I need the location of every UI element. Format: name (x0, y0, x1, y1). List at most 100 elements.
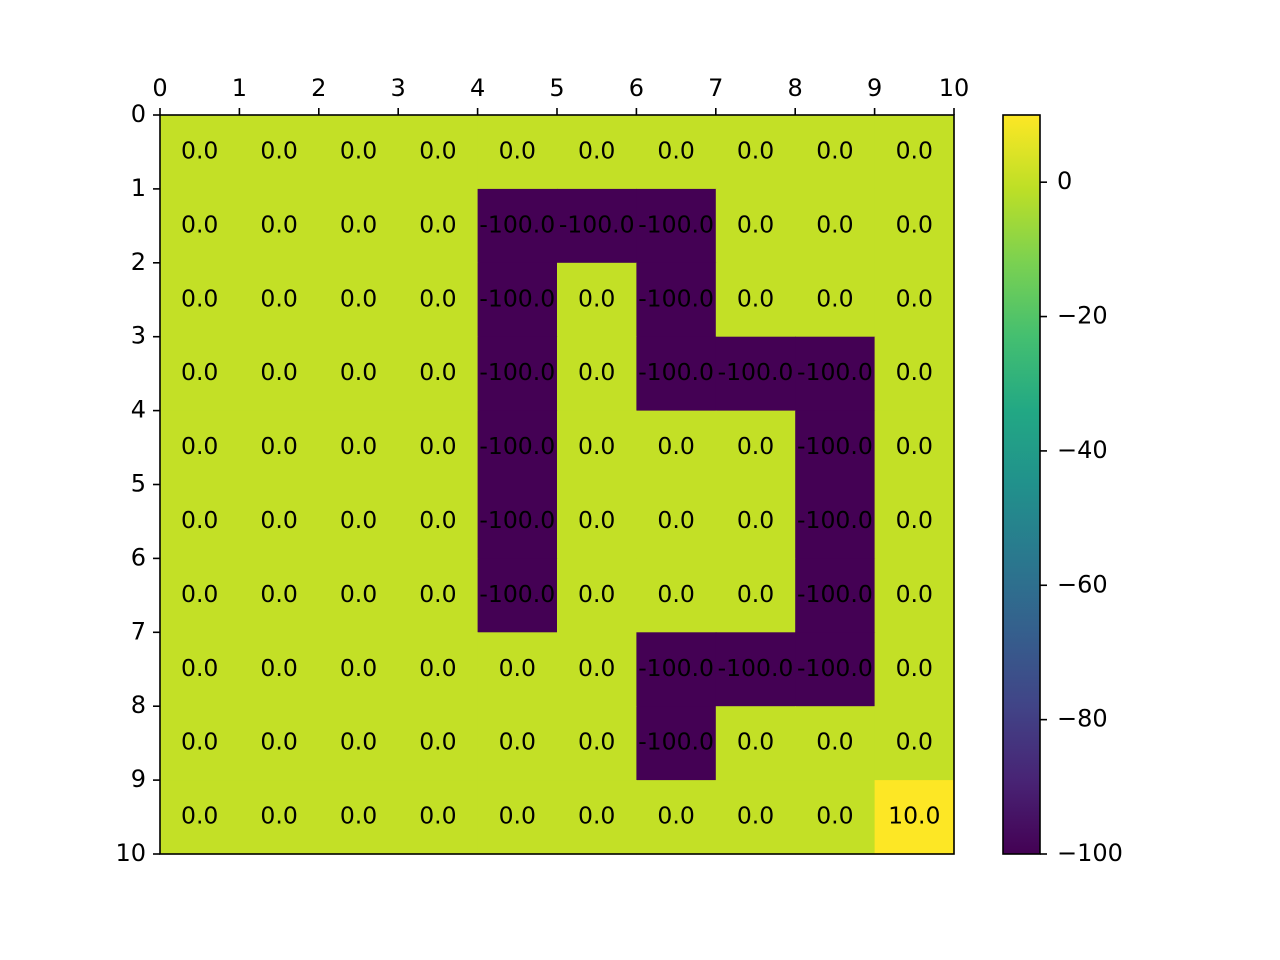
y-tick-label: 6 (131, 543, 146, 571)
heatmap-cell (239, 632, 320, 707)
cell-value-label: 0.0 (260, 580, 297, 608)
cell-value-label: 0.0 (340, 432, 377, 460)
cell-value-label: 0.0 (578, 432, 615, 460)
cell-value-label: 0.0 (181, 654, 218, 682)
heatmap-cell (477, 115, 558, 190)
heatmap-cell (398, 410, 479, 486)
heatmap-cell (715, 410, 796, 486)
heatmap-cell (160, 188, 240, 264)
cell-value-label: 0.0 (896, 506, 933, 534)
y-tick-label: 3 (131, 322, 146, 350)
heatmap-cell (318, 632, 399, 707)
cell-value-label: -100.0 (479, 358, 555, 386)
heatmap-cell (795, 632, 876, 707)
heatmap-cell (477, 780, 558, 855)
x-tick-label: 6 (629, 74, 644, 102)
cell-value-label: -100.0 (638, 210, 714, 238)
heatmap-cell (318, 558, 399, 633)
cell-value-label: 0.0 (260, 728, 297, 756)
cell-value-label: 0.0 (340, 580, 377, 608)
cell-value-label: 0.0 (816, 284, 853, 312)
cell-value-label: 0.0 (657, 802, 694, 830)
heatmap-cell (160, 484, 240, 559)
cell-value-label: 0.0 (737, 432, 774, 460)
heatmap-cell (636, 632, 717, 707)
heatmap-cell (477, 262, 558, 338)
heatmap-cell (557, 188, 637, 264)
heatmap-cell (795, 484, 876, 559)
heatmap-cell (239, 558, 320, 633)
cell-value-label: 0.0 (657, 136, 694, 164)
cell-value-label: 10.0 (888, 802, 940, 830)
cell-value-label: -100.0 (479, 284, 555, 312)
heatmap-cell (715, 632, 796, 707)
heatmap-cell-labels: 0.0 0.0 0.0 0.0 0.0 0.0 0.0 0.0 0.0 0.0 0.0 0.0 0.0 0… (181, 136, 940, 829)
heatmap-cell (239, 188, 320, 264)
cell-value-label: -100.0 (638, 284, 714, 312)
heatmap-cell (239, 336, 320, 412)
heatmap-cell (398, 706, 479, 781)
heatmap-cell (874, 115, 955, 190)
heatmap-cell (795, 706, 876, 781)
cell-value-label: 0.0 (896, 284, 933, 312)
heatmap-cell (160, 410, 240, 486)
cell-value-label: 0.0 (181, 358, 218, 386)
y-tick-label: 2 (131, 248, 146, 276)
cell-value-label: 0.0 (816, 210, 853, 238)
cell-value-label: 0.0 (896, 358, 933, 386)
cell-value-label: 0.0 (578, 802, 615, 830)
x-tick-label: 5 (549, 74, 564, 102)
cell-value-label: 0.0 (260, 802, 297, 830)
colorbar (1002, 114, 1041, 855)
heatmap-cell (477, 484, 558, 559)
heatmap-cell (160, 336, 240, 412)
cell-value-label: 0.0 (419, 802, 456, 830)
heatmap-cell (795, 336, 876, 412)
heatmap-cell (477, 188, 558, 264)
heatmap-cell (557, 632, 637, 707)
colorbar-tick-label: 0 (1057, 167, 1072, 195)
cell-value-label: 0.0 (816, 136, 853, 164)
heatmap-cell (636, 336, 717, 412)
cell-value-label: 0.0 (896, 654, 933, 682)
cell-value-label: 0.0 (657, 580, 694, 608)
cell-value-label: 0.0 (419, 654, 456, 682)
cell-value-label: 0.0 (499, 654, 536, 682)
x-tick-label: 0 (152, 74, 167, 102)
heatmap-cell (239, 115, 320, 190)
y-tick-label: 10 (115, 839, 146, 867)
heatmap-cell (715, 484, 796, 559)
heatmap-cell (239, 484, 320, 559)
cell-value-label: 0.0 (578, 728, 615, 756)
y-tick-label: 9 (131, 765, 146, 793)
cell-value-label: 0.0 (419, 506, 456, 534)
cell-value-label: 0.0 (340, 284, 377, 312)
x-tick-label: 1 (232, 74, 247, 102)
cell-value-label: 0.0 (260, 284, 297, 312)
cell-value-label: 0.0 (578, 136, 615, 164)
cell-value-label: -100.0 (638, 728, 714, 756)
x-tick-label: 2 (311, 74, 326, 102)
cell-value-label: 0.0 (340, 728, 377, 756)
heatmap-cell (715, 188, 796, 264)
cell-value-label: 0.0 (260, 136, 297, 164)
cell-value-label: 0.0 (181, 432, 218, 460)
cell-value-label: 0.0 (816, 728, 853, 756)
cell-value-label: 0.0 (340, 654, 377, 682)
heatmap-cell (160, 706, 240, 781)
cell-value-label: 0.0 (419, 136, 456, 164)
heatmap-cells (160, 115, 955, 855)
x-axis: 0 1 2 3 4 5 6 7 8 9 10 (152, 74, 969, 115)
cell-value-label: 0.0 (181, 728, 218, 756)
heatmap-cell (477, 410, 558, 486)
cell-value-label: 0.0 (419, 432, 456, 460)
cell-value-label: 0.0 (657, 432, 694, 460)
heatmap-cell (318, 336, 399, 412)
heatmap-cell (874, 262, 955, 338)
colorbar-gradient (1002, 114, 1041, 855)
cell-value-label: 0.0 (737, 284, 774, 312)
heatmap-cell (239, 780, 320, 855)
cell-value-label: -100.0 (638, 654, 714, 682)
heatmap-cell (557, 410, 637, 486)
cell-value-label: -100.0 (638, 358, 714, 386)
